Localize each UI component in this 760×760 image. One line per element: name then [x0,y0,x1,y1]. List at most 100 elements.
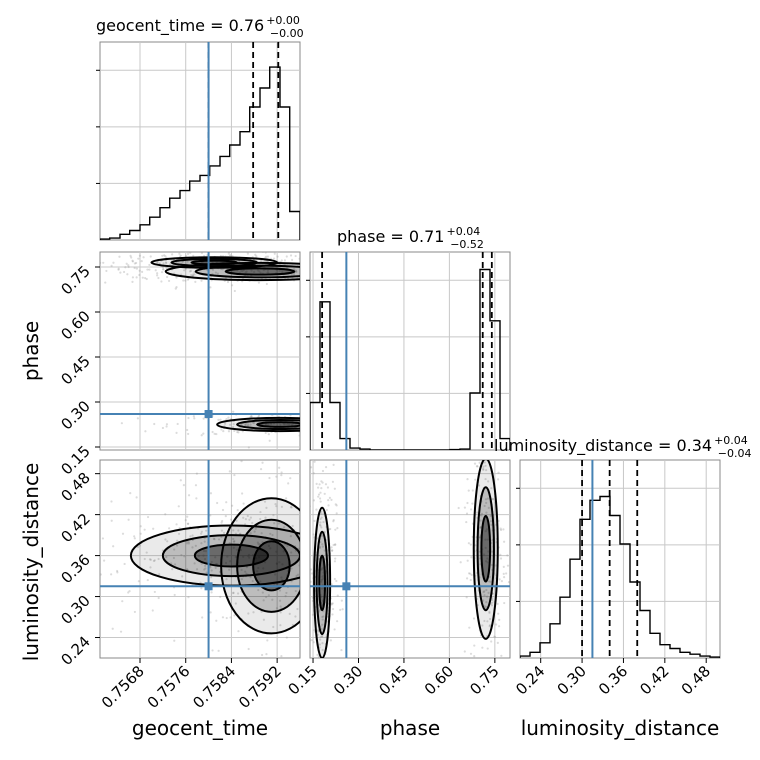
scatter-point [300,261,302,263]
scatter-point [354,603,356,605]
scatter-point [92,262,94,264]
scatter-point [290,567,293,570]
scatter-point [121,600,124,603]
scatter-point [392,260,394,262]
x-tick-label: 0.42 [636,662,672,698]
scatter-point [490,563,493,567]
scatter-point [126,273,129,276]
scatter-point [264,256,267,259]
scatter-point [469,652,473,655]
scatter-point [334,543,337,546]
scatter-point [343,434,345,436]
scatter-point [379,426,381,428]
scatter-point [133,266,136,270]
scatter-point [459,561,462,564]
scatter-point [319,423,321,425]
scatter-point [280,505,283,508]
scatter-point [488,624,492,627]
scatter-point [197,554,200,558]
scatter-point [176,539,179,542]
scatter-point [262,567,265,570]
scatter-point [59,257,61,259]
scatter-point [484,477,487,481]
scatter-point [296,573,300,576]
x-tick-label: 0.45 [375,662,411,698]
scatter-point [486,557,489,560]
scatter-point [336,527,339,530]
scatter-point [136,417,139,420]
scatter-point [177,505,180,508]
scatter-point [242,502,245,505]
scatter-point [320,568,323,571]
scatter-point [487,447,489,449]
scatter-point [326,486,330,489]
scatter-point [322,681,324,683]
scatter-point [157,596,160,600]
scatter-point [97,271,99,273]
scatter-point [328,425,330,427]
scatter-point [331,613,334,616]
scatter-point [251,421,255,424]
scatter-point [498,578,501,581]
scatter-point [302,574,304,576]
scatter-point [156,261,159,264]
scatter-point [336,562,338,564]
density-level [225,268,295,275]
scatter-point [493,635,497,639]
scatter-point [366,418,368,420]
scatter-point [262,599,265,602]
scatter-point [330,498,333,501]
x-tick-label: 0.60 [421,662,457,698]
scatter-point [477,484,481,487]
scatter-point [365,425,367,427]
scatter-point [166,275,169,279]
scatter-point [131,260,135,263]
scatter-point [316,420,318,422]
scatter-point [204,564,207,567]
scatter-point [321,623,324,626]
scatter-point [130,256,133,259]
scatter-point [311,702,313,704]
scatter-point [320,516,323,519]
scatter-point [310,548,312,550]
scatter-point [131,280,134,283]
scatter-point [379,575,381,577]
scatter-point [322,727,324,729]
scatter-point [310,580,312,583]
scatter-point [185,568,189,571]
scatter-point [486,538,489,541]
scatter-point [146,515,150,519]
scatter-point [148,558,152,561]
scatter-point [261,591,264,594]
scatter-point [489,580,492,583]
scatter-point [311,616,313,618]
scatter-point [339,608,342,611]
scatter-point [172,556,176,560]
scatter-point [321,469,325,473]
scatter-point [193,273,196,276]
scatter-point [258,270,261,273]
scatter-point [167,279,171,283]
scatter-point [341,269,343,271]
scatter-point [254,557,258,560]
scatter-point [135,261,138,265]
scatter-point [181,260,184,263]
scatter-point [375,582,377,584]
scatter-point [505,572,508,575]
scatter-point [303,658,305,660]
scatter-point [220,521,223,524]
scatter-point [231,504,234,507]
scatter-point [486,620,489,623]
scatter-point [138,254,142,257]
scatter-point [146,578,149,582]
scatter-point [323,672,325,674]
scatter-point [479,733,481,735]
scatter-point [326,679,328,681]
scatter-point [72,262,74,264]
scatter-point [442,273,444,275]
density-level [130,525,300,586]
scatter-point [488,625,491,628]
scatter-point [136,545,140,549]
scatter-point [487,591,490,594]
scatter-point [328,421,330,423]
